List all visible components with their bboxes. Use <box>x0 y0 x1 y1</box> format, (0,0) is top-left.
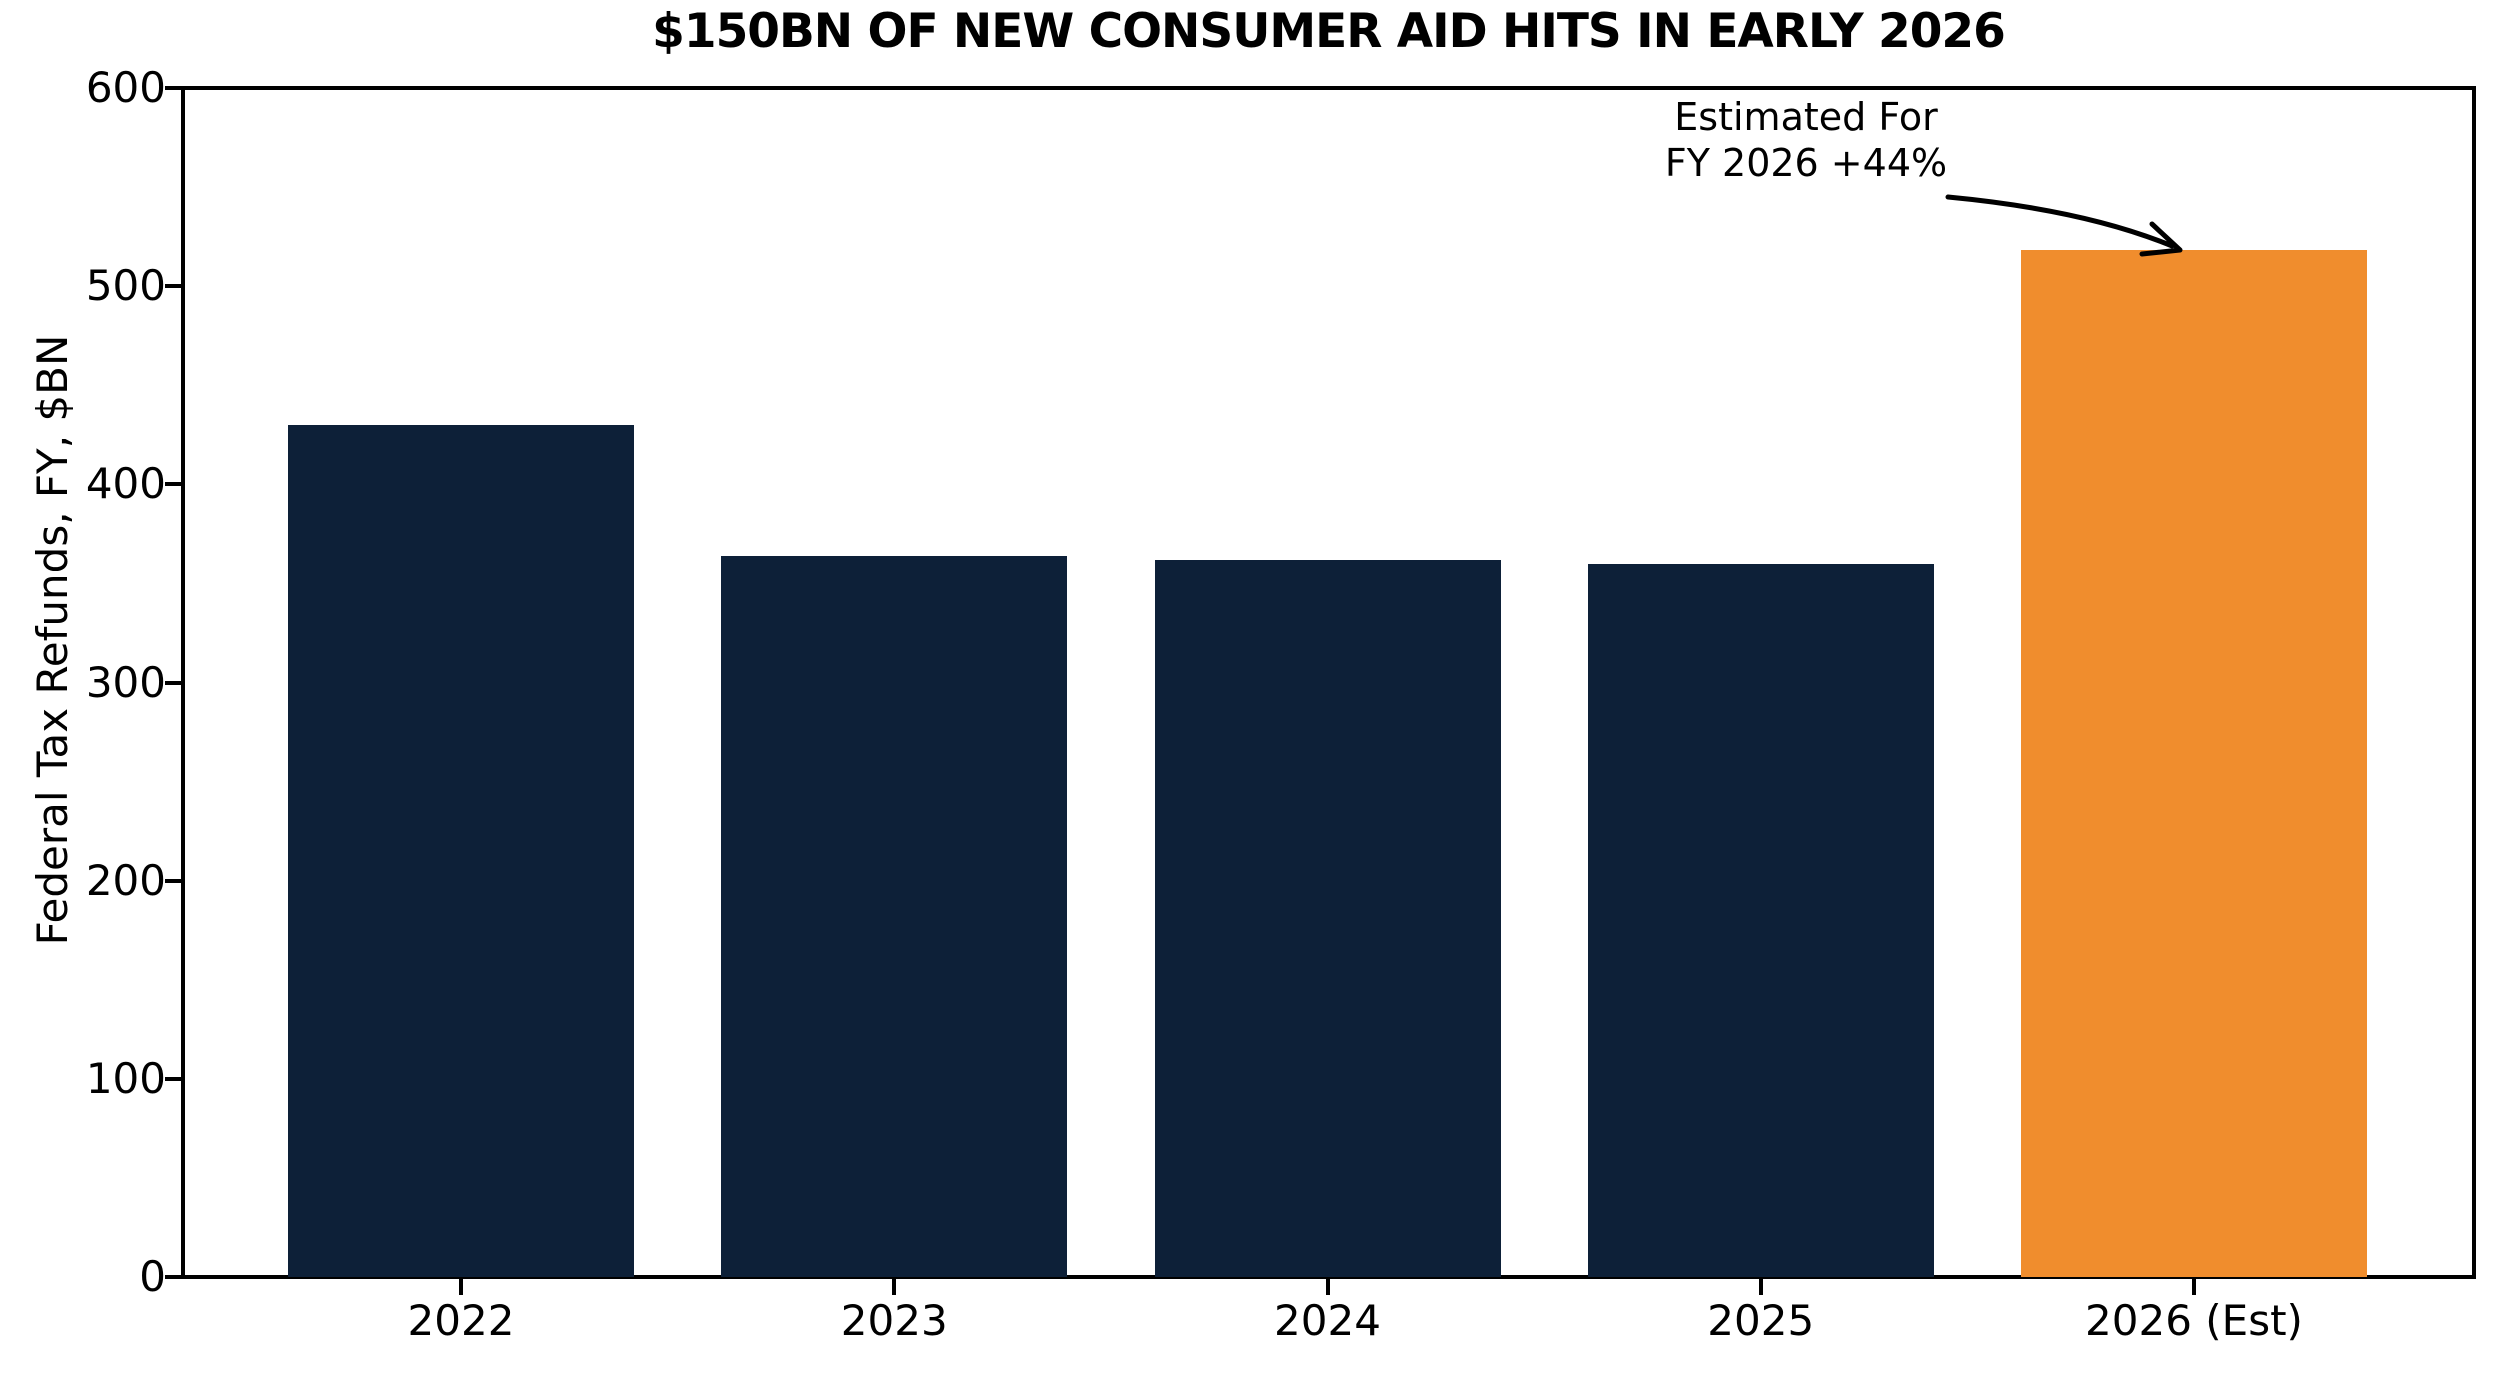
y-tick-label-600: 600 <box>85 63 166 112</box>
y-tick-label-400: 400 <box>85 459 166 509</box>
bar-2026-est- <box>2021 250 2367 1277</box>
y-axis-label: Federal Tax Refunds, FY, $BN <box>28 334 77 946</box>
bar-2025 <box>1587 563 1934 1277</box>
x-tick-mark-2022 <box>459 1279 463 1295</box>
x-tick-label-2022: 2022 <box>407 1296 515 1345</box>
y-tick-mark-300 <box>165 680 183 685</box>
x-tick-mark-2023 <box>892 1279 897 1295</box>
annotation-text: Estimated For FY 2026 +44% <box>1665 94 1947 187</box>
y-tick-mark-400 <box>165 482 183 487</box>
y-tick-mark-200 <box>165 878 183 883</box>
y-tick-mark-500 <box>165 284 183 289</box>
x-tick-mark-2026-est- <box>2192 1279 2196 1295</box>
x-tick-label-2025: 2025 <box>1707 1296 1815 1345</box>
x-tick-mark-2025 <box>1758 1279 1763 1295</box>
y-tick-label-0: 0 <box>139 1252 166 1301</box>
bar-2022 <box>288 424 634 1277</box>
x-tick-label-2024: 2024 <box>1274 1296 1381 1345</box>
y-tick-label-100: 100 <box>85 1053 166 1103</box>
y-tick-label-200: 200 <box>85 855 166 905</box>
x-tick-label-2026-est-: 2026 (Est) <box>2085 1296 2303 1345</box>
bar-2023 <box>721 555 1068 1277</box>
y-tick-label-500: 500 <box>85 261 166 311</box>
y-tick-mark-600 <box>165 86 183 90</box>
x-tick-label-2023: 2023 <box>840 1296 948 1345</box>
annotation-line-1: Estimated For <box>1674 95 1938 139</box>
bar-2024 <box>1154 559 1501 1277</box>
x-tick-mark-2024 <box>1325 1279 1330 1295</box>
y-tick-label-300: 300 <box>85 657 166 707</box>
chart-title: $150BN OF NEW CONSUMER AID HITS IN EARLY… <box>652 4 2006 59</box>
annotation-line-2: FY 2026 +44% <box>1664 141 1948 186</box>
y-tick-mark-100 <box>165 1076 183 1081</box>
y-tick-mark-0 <box>165 1275 183 1279</box>
